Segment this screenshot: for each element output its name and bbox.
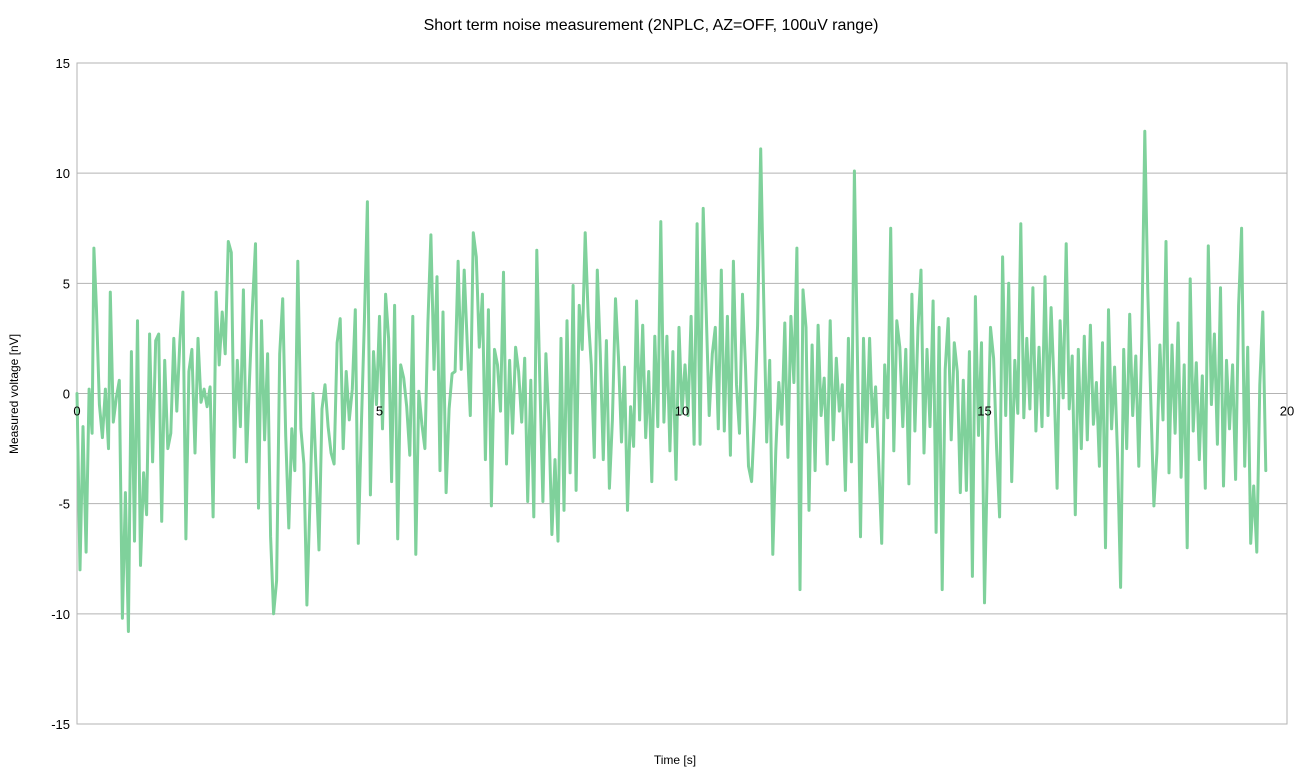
chart-title: Short term noise measurement (2NPLC, AZ=… [424,17,879,34]
y-tick-label: 10 [56,166,70,181]
x-tick-label: 0 [73,404,80,419]
y-tick-label: 0 [63,387,70,402]
x-axis-title: Time [s] [654,753,696,767]
x-tick-label: 10 [675,404,689,419]
y-tick-label: 15 [56,56,70,71]
series-layer [75,129,1268,633]
y-tick-label: -15 [51,717,70,732]
x-tick-label: 15 [977,404,991,419]
y-tick-label: 5 [63,276,70,291]
y-tick-label: -5 [58,497,70,512]
tick-layer: 15 10 5 0 -5 -10 -15 0 5 10 15 20 [51,56,1294,732]
series-line [75,129,1268,633]
x-tick-label: 5 [376,404,383,419]
y-tick-label: -10 [51,607,70,622]
y-axis-title: Measured voltage [nV] [7,334,21,454]
x-tick-label: 20 [1280,404,1294,419]
